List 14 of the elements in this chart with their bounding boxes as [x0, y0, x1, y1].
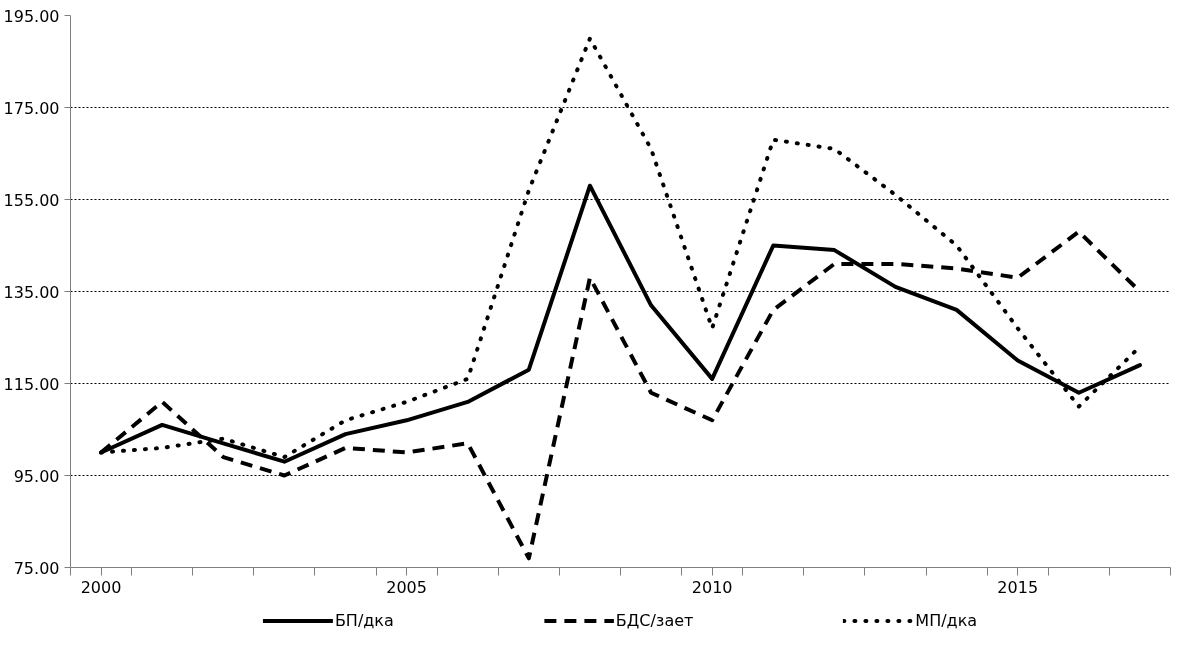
x-tick-label: 2015: [997, 577, 1039, 597]
x-tick-label: 2010: [691, 577, 733, 597]
x-tick-label: 2005: [386, 577, 427, 597]
legend-label: БДС/зает: [615, 610, 694, 630]
x-tick-label: 2000: [80, 577, 122, 597]
legend-label: МП/дка: [915, 610, 978, 630]
y-tick-label: 175.00: [3, 98, 60, 118]
y-tick-label: 75.00: [13, 558, 60, 578]
y-tick-label: 155.00: [3, 190, 60, 210]
legend-label: БП/дка: [334, 610, 394, 630]
y-tick-label: 95.00: [13, 466, 60, 486]
y-tick-label: 135.00: [3, 282, 60, 302]
y-tick-label: 115.00: [3, 374, 60, 394]
y-tick-label: 195.00: [3, 6, 60, 26]
